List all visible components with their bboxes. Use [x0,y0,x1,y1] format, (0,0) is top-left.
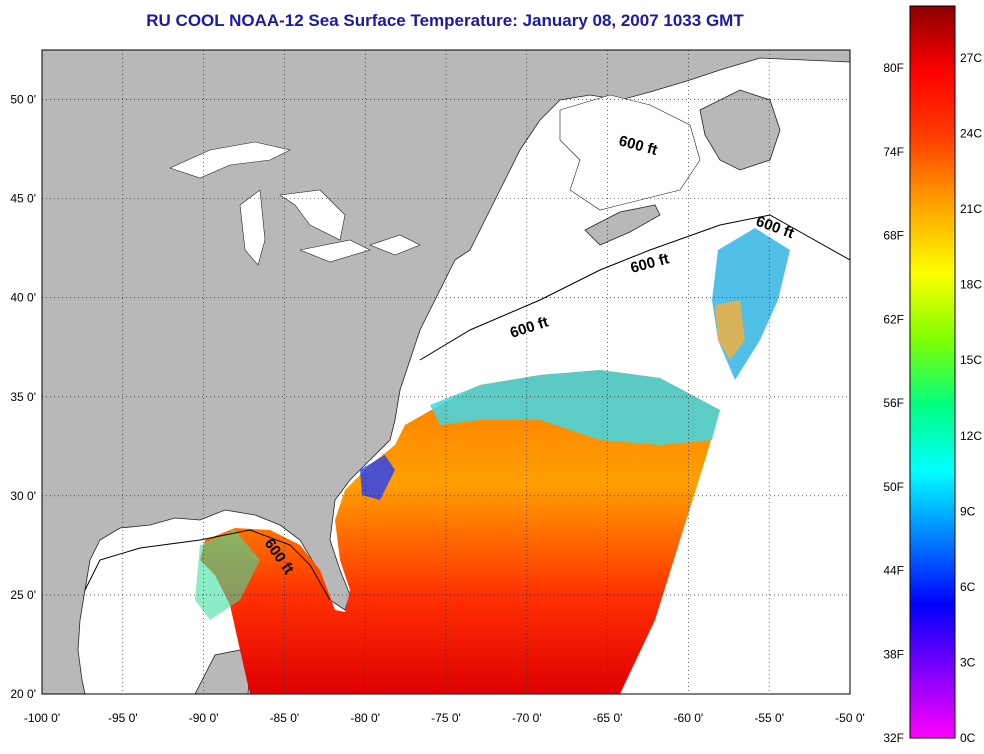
contour-600ft [84,214,850,601]
lat-tick-label: 25 0' [10,588,36,602]
gulf-st-lawrence [559,94,701,211]
lat-tick-label: 50 0' [10,93,36,107]
lat-tick-label: 45 0' [10,192,36,206]
lon-tick-label: -60 0' [674,711,704,725]
lat-tick-label: 40 0' [10,291,36,305]
map-frame [41,49,851,695]
graticule [42,50,850,694]
lon-tick-label: -75 0' [431,711,461,725]
lon-tick-label: -100 0' [24,711,60,725]
lon-tick-label: -95 0' [108,711,138,725]
great-lakes [169,141,421,266]
lon-tick-label: -70 0' [512,711,542,725]
land-newfoundland [699,89,781,171]
lon-tick-label: -50 0' [835,711,865,725]
lon-tick-label: -85 0' [270,711,300,725]
sst-coastal-cold [360,455,395,500]
lon-tick-label: -80 0' [350,711,380,725]
lon-tick-label: -55 0' [754,711,784,725]
land-nova-scotia [584,204,661,246]
map-title: RU COOL NOAA-12 Sea Surface Temperature:… [146,11,744,30]
sst-swath-south [200,370,720,694]
lat-tick-label: 20 0' [10,687,36,701]
sst-swath-cold-band [430,370,720,445]
lon-tick-label: -65 0' [593,711,623,725]
lat-tick-label: 30 0' [10,489,36,503]
lat-tick-label: 35 0' [10,390,36,404]
sst-gulf-west [195,530,260,620]
lon-tick-label: -90 0' [189,711,219,725]
sst-offshore-warm [715,300,745,360]
